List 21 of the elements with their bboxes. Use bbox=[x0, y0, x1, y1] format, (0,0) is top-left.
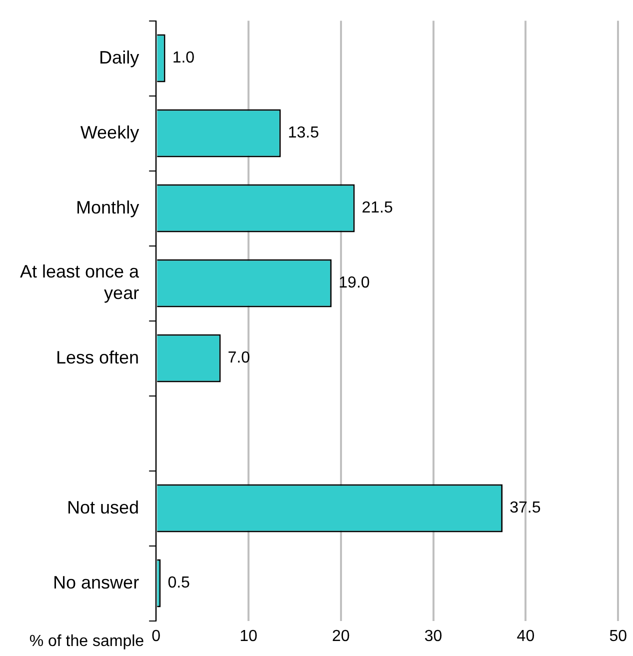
data-label: 13.5 bbox=[288, 124, 320, 142]
y-tick-label: Monthly bbox=[76, 197, 140, 218]
data-label: 19.0 bbox=[338, 274, 370, 292]
y-tick-label: At least once a year bbox=[20, 261, 140, 304]
data-label: 1.0 bbox=[172, 50, 195, 67]
y-tick-label: Less often bbox=[56, 347, 140, 368]
data-label: 37.5 bbox=[510, 500, 541, 517]
data-label: 0.5 bbox=[168, 574, 190, 592]
data-label: 7.0 bbox=[228, 350, 250, 367]
x-tick-label: 40 bbox=[516, 628, 535, 645]
y-tick-label: Not used bbox=[67, 497, 140, 518]
data-label: 21.5 bbox=[362, 200, 393, 217]
y-tick-label: Weekly bbox=[80, 122, 140, 142]
x-axis-title: % of the sample bbox=[29, 633, 144, 650]
x-tick-label: 10 bbox=[240, 628, 258, 645]
x-tick-label: 0 bbox=[152, 628, 161, 645]
y-tick-label: No answer bbox=[53, 572, 140, 592]
x-tick-label: 50 bbox=[609, 628, 628, 645]
y-tick-label: Daily bbox=[99, 47, 140, 68]
x-tick-label: 20 bbox=[332, 628, 350, 645]
x-tick-label: 30 bbox=[424, 628, 442, 645]
